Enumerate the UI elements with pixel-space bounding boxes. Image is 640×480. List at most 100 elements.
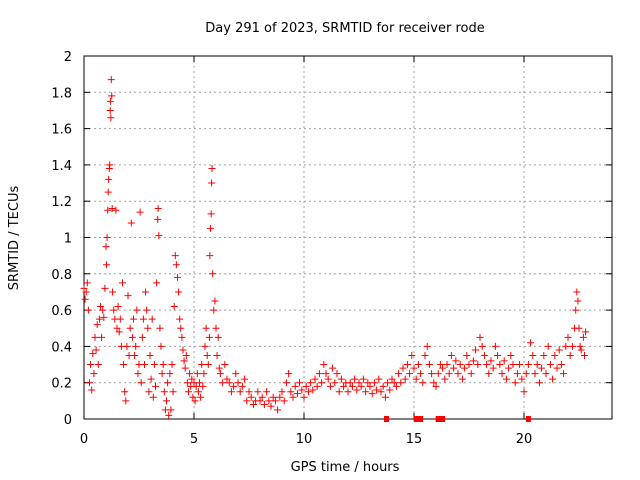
data-point [188, 375, 196, 383]
data-point [227, 388, 235, 396]
data-point [170, 302, 178, 310]
data-point [122, 397, 130, 405]
data-point [104, 206, 112, 214]
data-point [572, 306, 580, 314]
data-point [333, 370, 341, 378]
data-point [423, 342, 431, 350]
data-point [399, 364, 407, 372]
data-point [472, 346, 480, 354]
data-point [82, 288, 90, 296]
data-point [549, 375, 557, 383]
data-point [181, 364, 189, 372]
data-point [98, 333, 106, 341]
data-point [211, 297, 219, 305]
data-point [505, 364, 513, 372]
y-axis-label: SRMTID / TECUs [7, 186, 22, 291]
data-point [241, 375, 249, 383]
data-point [155, 232, 163, 240]
data-point [397, 379, 405, 387]
axis-ticks: 00.20.40.60.811.21.41.61.820 5 10 15 20 [51, 50, 612, 447]
data-point [256, 397, 264, 405]
data-point [223, 375, 231, 383]
data-point [576, 342, 584, 350]
data-point [143, 306, 151, 314]
data-point [318, 379, 326, 387]
data-point [194, 388, 202, 396]
data-point [368, 390, 376, 398]
data-point [557, 361, 565, 369]
data-point [553, 364, 561, 372]
data-point [83, 279, 91, 287]
data-point [207, 224, 214, 232]
data-point [364, 379, 372, 387]
data-point [533, 361, 541, 369]
data-point [271, 397, 279, 405]
data-point [219, 379, 227, 387]
data-point [452, 357, 460, 365]
data-point [465, 361, 473, 369]
data-point [280, 397, 288, 405]
data-point [454, 370, 462, 378]
data-point [267, 402, 275, 410]
data-point [344, 388, 352, 396]
data-point [450, 364, 458, 372]
data-point [432, 382, 440, 390]
data-point [202, 324, 210, 332]
data-point [97, 302, 104, 310]
data-point [489, 364, 497, 372]
data-point [362, 388, 370, 396]
data-point [234, 379, 242, 387]
data-point [390, 379, 398, 387]
data-point [507, 351, 515, 359]
data-point [106, 97, 114, 105]
data-point [436, 361, 444, 369]
data-point [511, 379, 519, 387]
data-point [498, 370, 506, 378]
x-tick-label: 15 [406, 432, 423, 447]
data-point [467, 370, 475, 378]
data-point [274, 406, 282, 414]
data-point [335, 388, 343, 396]
data-point [289, 393, 297, 401]
data-point [581, 351, 588, 359]
data-point [491, 342, 499, 350]
data-point [412, 375, 420, 383]
data-point [311, 375, 319, 383]
data-point [406, 370, 414, 378]
data-point [147, 375, 155, 383]
data-point [201, 342, 209, 350]
data-point [562, 342, 570, 350]
data-point [518, 375, 526, 383]
y-tick-label: 2 [64, 50, 72, 65]
data-point [524, 361, 532, 369]
data-point [351, 375, 359, 383]
data-point [359, 375, 367, 383]
data-point [131, 351, 139, 359]
data-point [370, 379, 378, 387]
data-point [298, 386, 306, 394]
data-point [478, 342, 486, 350]
data-point [353, 386, 361, 394]
x-tick-label: 20 [516, 432, 533, 447]
x-tick-label: 0 [80, 432, 88, 447]
data-point [575, 324, 583, 332]
data-point [285, 370, 293, 378]
data-point [447, 351, 455, 359]
data-point [500, 357, 508, 365]
data-point [430, 379, 438, 387]
data-point [529, 351, 537, 359]
data-point [296, 379, 304, 387]
data-point [461, 364, 469, 372]
grid [84, 56, 612, 419]
data-point [121, 388, 129, 396]
data-point [106, 161, 114, 169]
data-point [104, 188, 112, 196]
data-point [417, 370, 425, 378]
data-point [276, 393, 284, 401]
data-point [487, 357, 495, 365]
data-point [183, 379, 191, 387]
data-point [81, 295, 89, 303]
data-point [329, 364, 337, 372]
y-tick-label: 1.4 [51, 159, 72, 174]
data-point [119, 279, 126, 287]
